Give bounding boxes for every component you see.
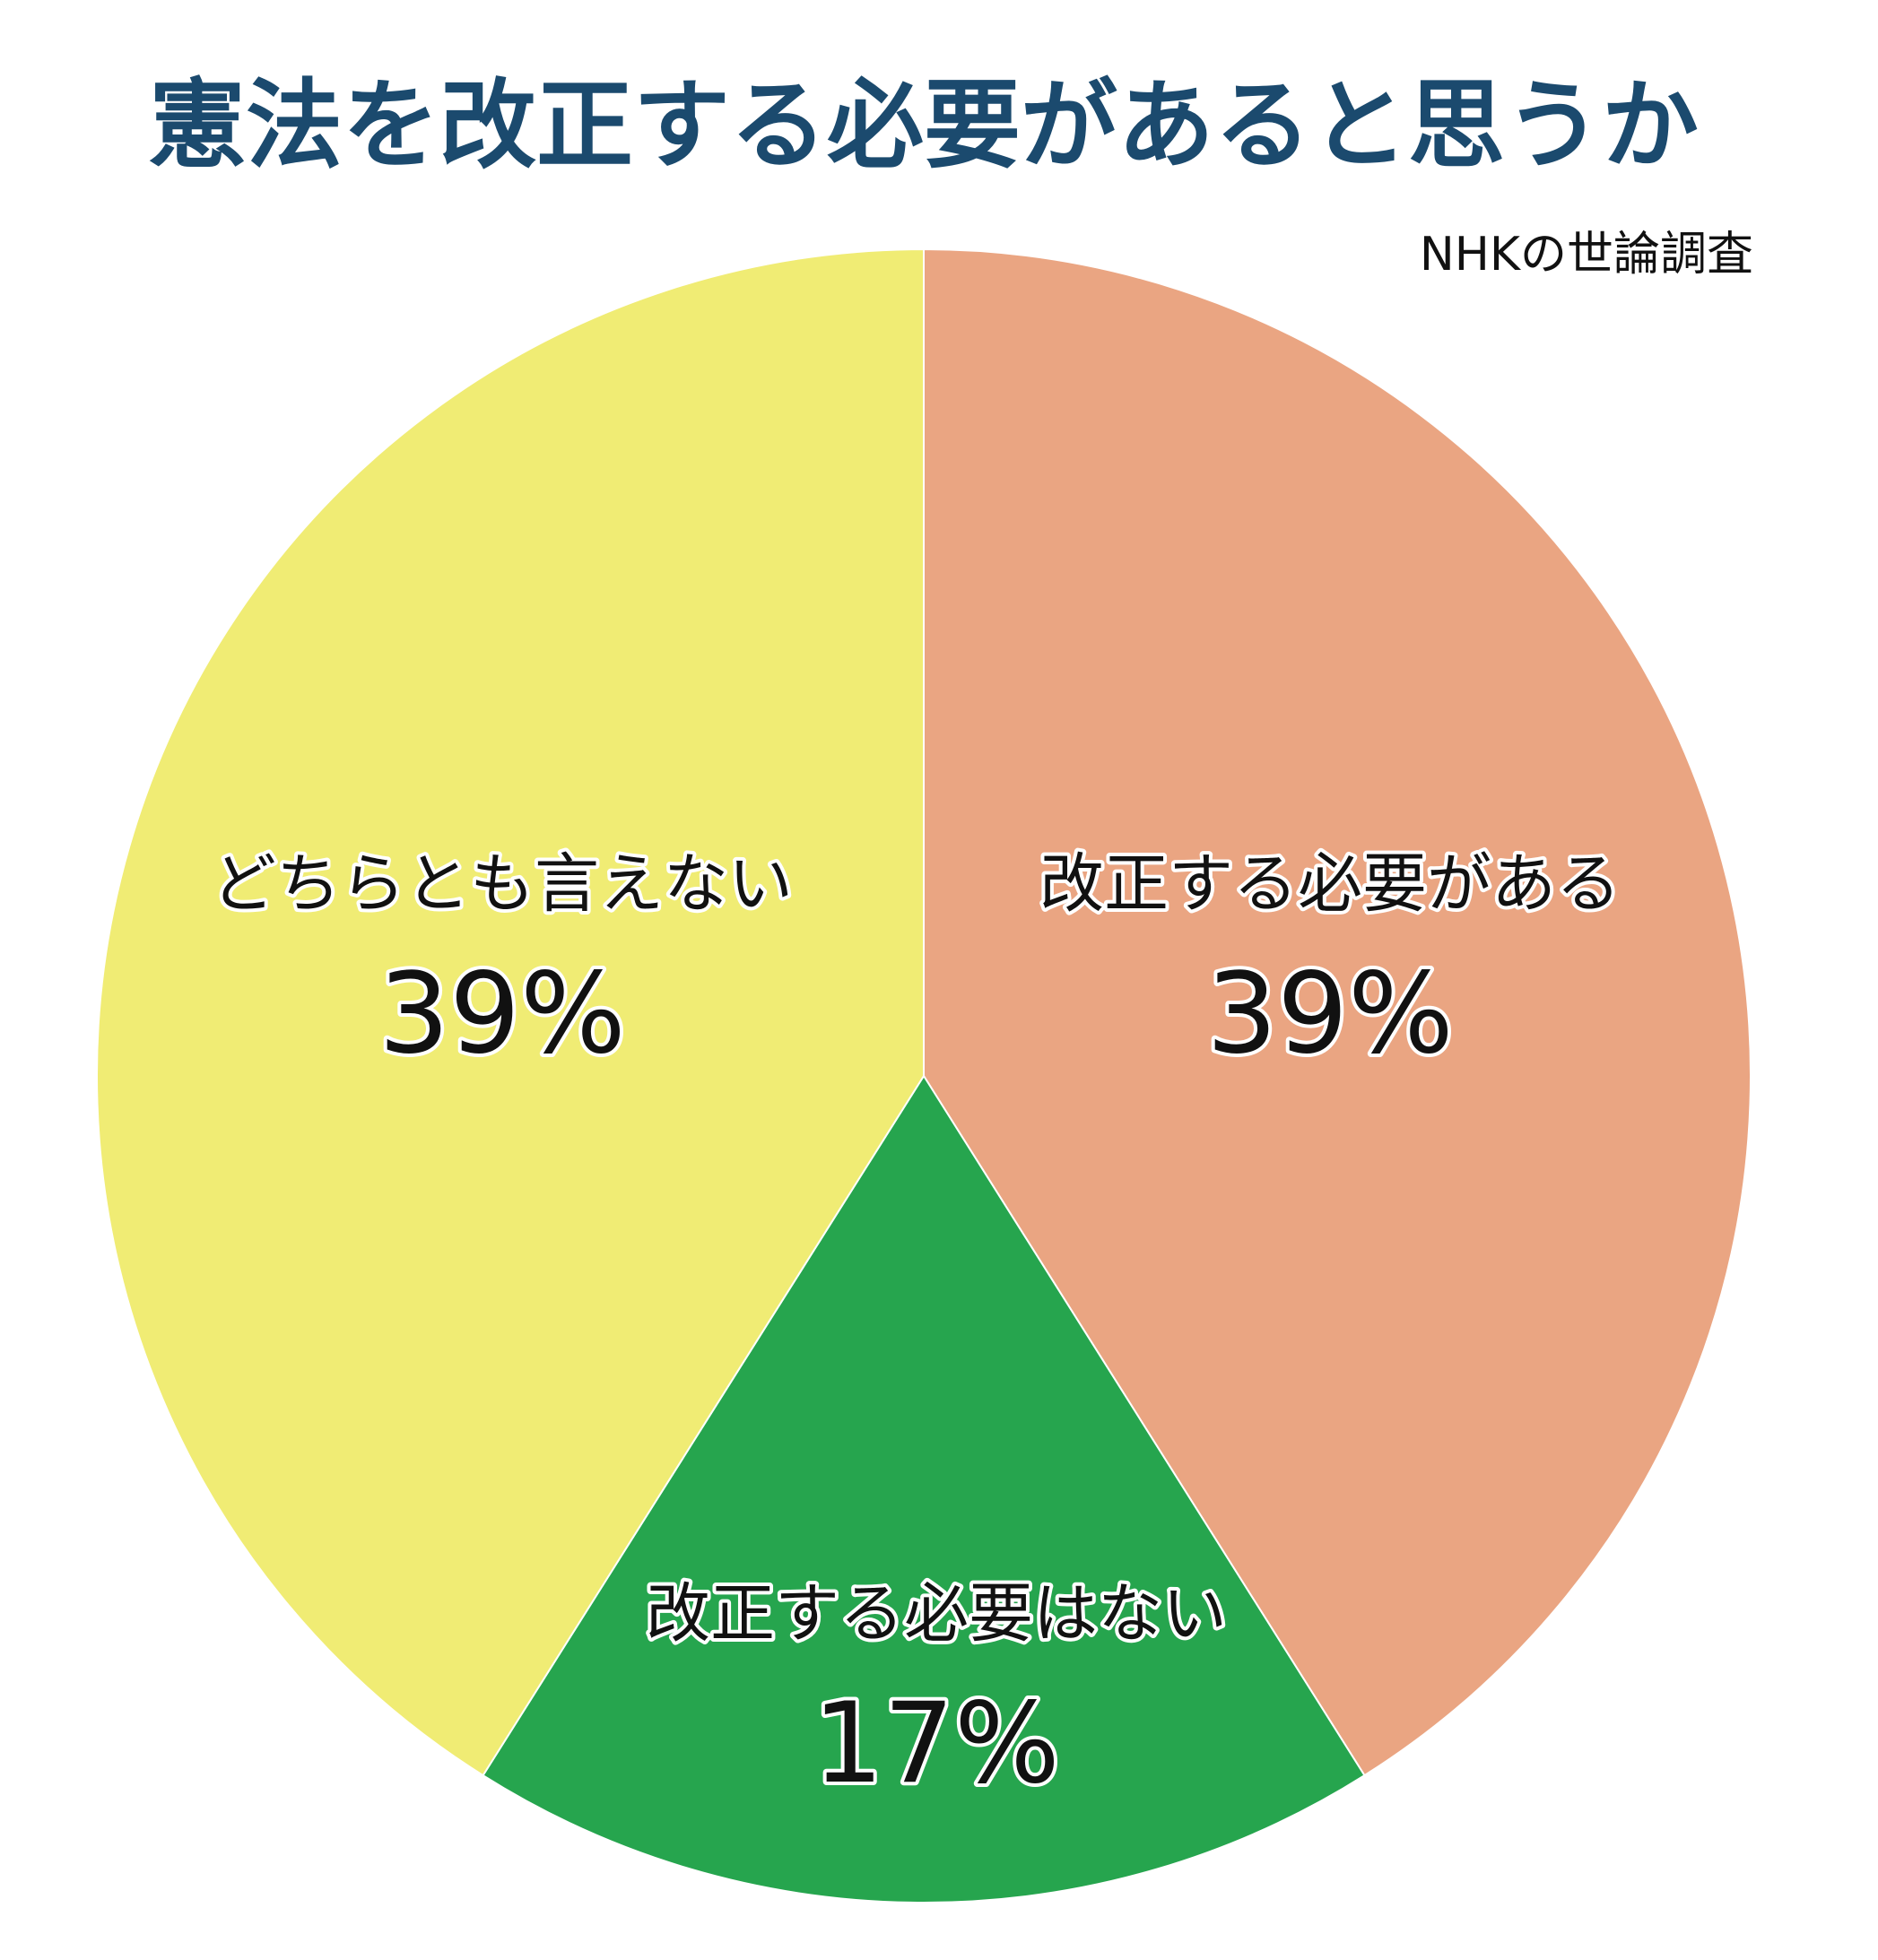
chart-title: 憲法を改正する必要があると思うか bbox=[149, 70, 1699, 182]
pie-slice bbox=[482, 1074, 1366, 1904]
category-label: 改正する必要がある bbox=[1039, 846, 1621, 922]
pie-slice bbox=[96, 247, 925, 1777]
chart-subtitle: NHKの世論調査 bbox=[1420, 228, 1753, 282]
labels: 改正する必要がある 39% 改正する必要はない 17% どちらとも言えない 39% bbox=[208, 843, 1624, 1813]
value-label: 39% bbox=[378, 950, 626, 1079]
pie-slice bbox=[923, 247, 1752, 1777]
value-label: 17% bbox=[813, 1679, 1060, 1808]
pie bbox=[96, 247, 1752, 1904]
category-label: どちらとも言えない bbox=[212, 846, 793, 922]
value-label: 39% bbox=[1206, 950, 1454, 1079]
category-label: 改正する必要はない bbox=[646, 1576, 1227, 1652]
